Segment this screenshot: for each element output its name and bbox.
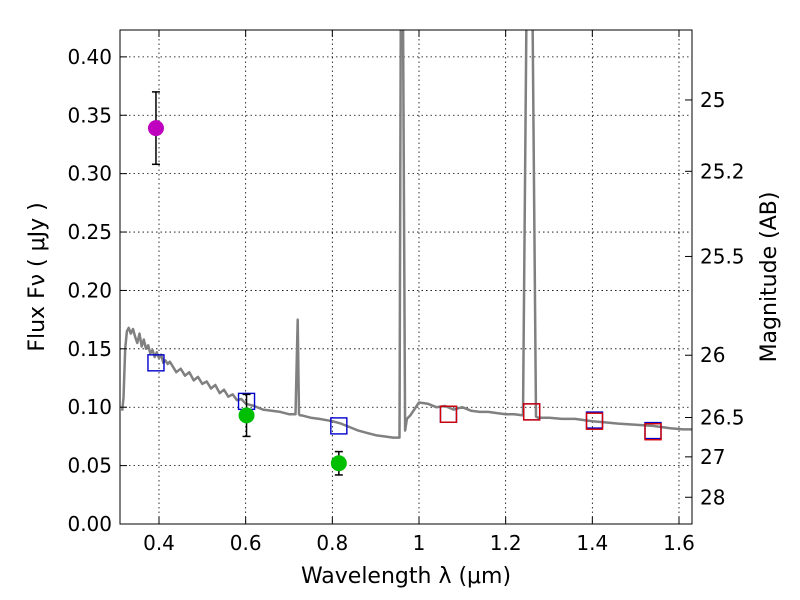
- y-tick-label: 0.20: [67, 278, 112, 302]
- plot-background: [120, 30, 692, 524]
- red-square-marker: [644, 423, 662, 441]
- y2-tick-label: 26: [700, 343, 725, 367]
- x-tick-label: 1.6: [663, 531, 695, 555]
- x-tick-label: 0.8: [316, 531, 348, 555]
- y-tick-label: 0.10: [67, 395, 112, 419]
- y-tick-label: 0.00: [67, 512, 112, 536]
- y-tick-label: 0.05: [67, 454, 112, 478]
- y2-tick-label: 26.5: [700, 405, 745, 429]
- x-tick-label: 1.4: [576, 531, 608, 555]
- x-tick-label: 1: [413, 531, 426, 555]
- red-square-marker: [522, 403, 541, 421]
- y2-tick-label: 28: [700, 485, 725, 509]
- y-axis-title: Flux Fν ( μJy ): [25, 202, 50, 351]
- axis-ticks: 0.4 0.6 0.8 1 1.2 1.4 1.6 0.00 0.05 0.10 0.15 0.20 0…: [67, 30, 745, 555]
- blue-square-marker: [147, 354, 165, 372]
- y-tick-label: 0.15: [67, 337, 112, 361]
- x-axis-title: Wavelength λ (μm): [301, 564, 511, 589]
- y2-axis-title: Magnitude (AB): [757, 192, 782, 363]
- y-tick-label: 0.40: [67, 45, 112, 69]
- plot-frame: [119, 29, 693, 525]
- red-square-marker: [439, 405, 458, 423]
- y2-tick-label: 25.5: [700, 244, 745, 268]
- magenta-data-point: [147, 120, 164, 137]
- y-tick-label: 0.35: [67, 103, 112, 127]
- x-tick-label: 1.2: [490, 531, 522, 555]
- data-series: [120, 30, 692, 476]
- y2-tick-label: 25.2: [700, 159, 745, 183]
- y-tick-label: 0.25: [67, 220, 112, 244]
- y-tick-label: 0.30: [67, 162, 112, 186]
- green-data-point: [238, 407, 255, 424]
- red-square-marker: [585, 412, 604, 430]
- x-tick-label: 0.4: [143, 531, 175, 555]
- green-data-point: [330, 455, 347, 472]
- blue-square-marker: [330, 417, 348, 435]
- x-tick-label: 0.6: [230, 531, 262, 555]
- y2-tick-label: 27: [700, 445, 725, 469]
- y2-tick-label: 25: [700, 88, 725, 112]
